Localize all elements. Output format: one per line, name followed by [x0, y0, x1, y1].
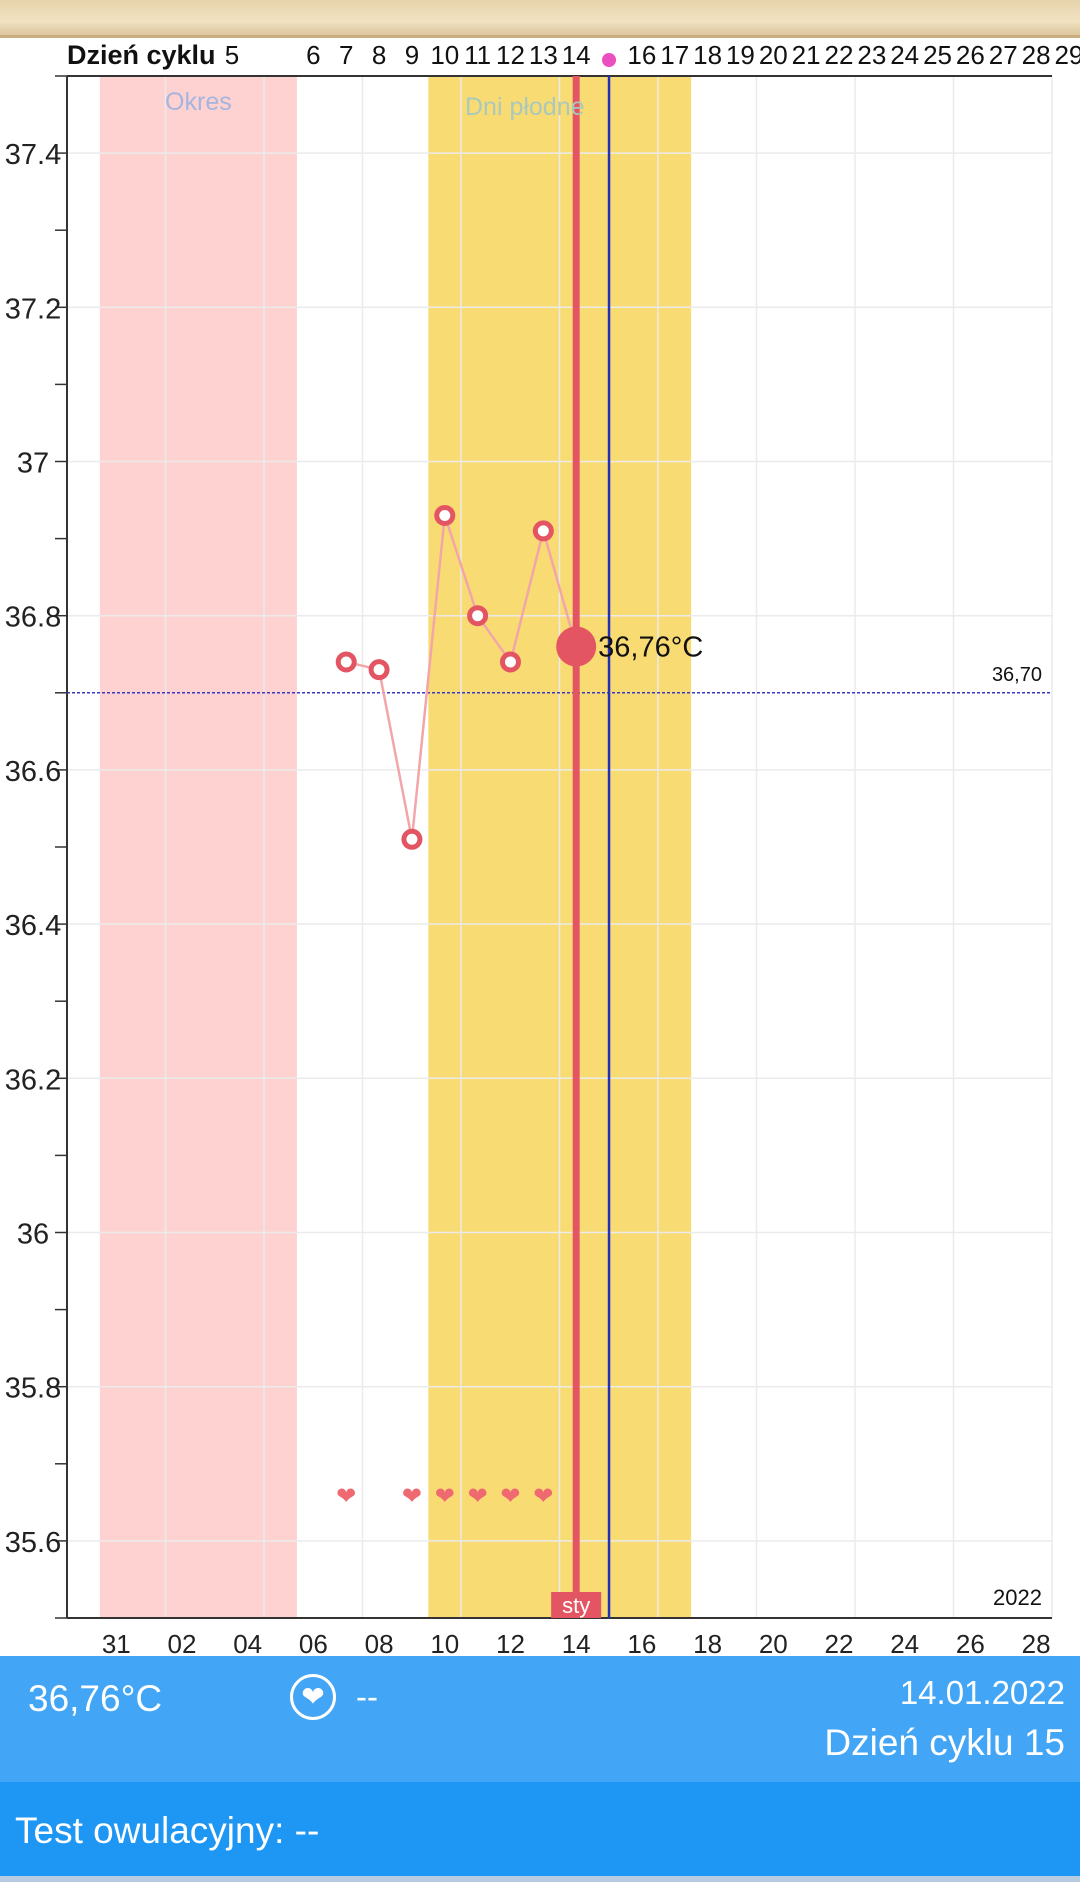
cycle-day-tick: 10 — [430, 40, 459, 70]
date-tick-label: 26 — [956, 1629, 985, 1656]
cycle-day-tick: 13 — [529, 40, 558, 70]
y-tick-label: 37.2 — [5, 293, 61, 325]
heart-marker-icon: ❤ — [435, 1482, 455, 1510]
date-tick-label: 16 — [627, 1629, 656, 1656]
current-value-label: 36,76°C — [598, 632, 703, 664]
cycle-day-tick: 26 — [956, 40, 985, 70]
info-panel: 36,76°C ❤ -- 14.01.2022 Dzień cyklu 15 — [0, 1656, 1080, 1782]
cycle-day-value: Dzień cyklu 15 — [824, 1722, 1065, 1763]
bottom-strip — [0, 1876, 1080, 1882]
cycle-day-tick: 12 — [496, 40, 525, 70]
cycle-day-tick: 28 — [1022, 40, 1051, 70]
period-band-label: Okres — [165, 88, 232, 116]
cycle-day-tick: 11 — [464, 40, 491, 70]
month-badge — [551, 1592, 602, 1618]
cycle-day-tick: 17 — [660, 40, 689, 70]
data-point[interactable] — [499, 651, 521, 673]
date-tick-label: 10 — [430, 1629, 459, 1656]
date-tick-label: 20 — [759, 1629, 788, 1656]
ovulation-test-panel[interactable]: Test owulacyjny: -- — [0, 1782, 1080, 1876]
y-tick-label: 37 — [17, 448, 49, 480]
cycle-day-tick: 24 — [890, 40, 919, 70]
date-tick-label: 04 — [233, 1629, 262, 1656]
chart-labels: Dzień cyklu 5 6 7 8 9 10 11 12 13 14 16 17 18 19 20 21 22… — [67, 38, 1080, 1610]
date-tick-label: 22 — [825, 1629, 854, 1656]
heart-marker-icon: ❤ — [500, 1482, 520, 1510]
y-tick-label: 36.4 — [5, 910, 61, 942]
cycle-day-mask — [218, 38, 226, 70]
y-tick-label: 36.2 — [5, 1064, 61, 1096]
heart-icon[interactable]: ❤ — [290, 1674, 336, 1720]
date-tick-label: 12 — [496, 1629, 525, 1656]
cycle-day-tick: 14 — [562, 40, 591, 70]
intercourse-markers: ❤ ❤ ❤ ❤ ❤ ❤ — [336, 1482, 553, 1510]
cycle-day-tick: 7 — [339, 40, 353, 70]
date-tick-label: 08 — [365, 1629, 394, 1656]
cycle-day-tick: 22 — [825, 40, 854, 70]
cycle-day-tick: 23 — [857, 40, 886, 70]
temperature-series[interactable]: 36,76°C — [335, 504, 703, 850]
coverline-label: 36,70 — [992, 664, 1042, 686]
cycle-day-tick: 25 — [923, 40, 952, 70]
cycle-day-tick: 20 — [759, 40, 788, 70]
data-point[interactable] — [532, 520, 554, 542]
date-tick-label: 28 — [1022, 1629, 1051, 1656]
y-tick-label: 36.8 — [5, 602, 61, 634]
cycle-day-tick: 18 — [693, 40, 722, 70]
heart-value: -- — [356, 1678, 378, 1715]
date-value: 14.01.2022 — [899, 1674, 1065, 1711]
y-tick-label: 36 — [17, 1219, 49, 1251]
data-point[interactable] — [401, 828, 423, 850]
cycle-day-tick: 9 — [405, 40, 419, 70]
date-tick-label: 24 — [890, 1629, 919, 1656]
heart-marker-icon: ❤ — [336, 1482, 356, 1510]
coverline: 36,70 — [67, 664, 1052, 694]
fertile-band-label: Dni płodne — [465, 93, 585, 121]
date-tick-label: 06 — [299, 1629, 328, 1656]
cycle-day-tick: 6 — [306, 40, 320, 70]
cycle-day-tick: 19 — [726, 40, 755, 70]
date-tick-label: 18 — [693, 1629, 722, 1656]
heart-marker-icon: ❤ — [468, 1482, 488, 1510]
temperature-chart[interactable]: 35.6 35.8 36 36.2 36.4 36.6 36.8 37 37.2 37.4 31 02… — [0, 38, 1080, 1656]
y-tick-label: 35.6 — [5, 1527, 61, 1559]
month-label: sty — [562, 1593, 590, 1618]
cycle-day-tick: 21 — [792, 40, 821, 70]
cycle-day-tick: 27 — [989, 40, 1018, 70]
top-wood-strip — [0, 0, 1080, 38]
cycle-day-tick: 5 — [225, 40, 239, 70]
cycle-day-tick: 8 — [372, 40, 386, 70]
series-line — [345, 515, 578, 840]
y-tick-label: 35.8 — [5, 1373, 61, 1405]
heart-marker-icon: ❤ — [533, 1482, 553, 1510]
data-point[interactable] — [368, 659, 390, 681]
year-label: 2022 — [993, 1585, 1042, 1610]
cycle-day-row-label: Dzień cyklu — [67, 40, 216, 70]
cycle-day-tick: 16 — [627, 40, 656, 70]
heart-marker-icon: ❤ — [402, 1482, 422, 1510]
date-tick-label: 14 — [562, 1629, 591, 1656]
cycle-day-tick: 29 — [1054, 40, 1080, 70]
chart-axes: 35.6 35.8 36 36.2 36.4 36.6 36.8 37 37.2 37.4 31 02… — [5, 75, 1052, 1656]
data-point[interactable] — [467, 605, 489, 627]
y-tick-label: 37.4 — [5, 139, 61, 171]
ovulation-day-dot — [602, 53, 617, 67]
day-markers: sty — [551, 76, 611, 1618]
temperature-value[interactable]: 36,76°C — [28, 1678, 163, 1719]
data-point[interactable] — [335, 651, 357, 673]
chart-grid — [66, 76, 1053, 1618]
date-tick-label: 02 — [168, 1629, 197, 1656]
data-point[interactable] — [434, 504, 456, 526]
ovulation-test-label: Test owulacyjny: -- — [15, 1810, 320, 1851]
y-tick-label: 36.6 — [5, 756, 61, 788]
date-tick-label: 31 — [102, 1629, 131, 1656]
current-point[interactable] — [556, 626, 597, 667]
